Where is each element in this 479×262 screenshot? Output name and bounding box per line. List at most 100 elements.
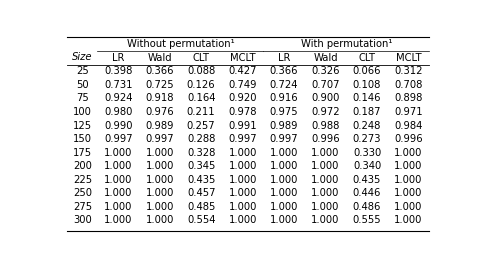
Text: 1.000: 1.000 bbox=[228, 188, 257, 198]
Text: 0.257: 0.257 bbox=[187, 121, 216, 130]
Text: 0.997: 0.997 bbox=[270, 134, 298, 144]
Text: 0.485: 0.485 bbox=[187, 202, 216, 212]
Text: 0.126: 0.126 bbox=[187, 80, 216, 90]
Text: 225: 225 bbox=[73, 175, 92, 185]
Text: 0.345: 0.345 bbox=[187, 161, 216, 171]
Text: 0.972: 0.972 bbox=[311, 107, 340, 117]
Text: 0.248: 0.248 bbox=[353, 121, 381, 130]
Text: 0.187: 0.187 bbox=[353, 107, 381, 117]
Text: 1.000: 1.000 bbox=[311, 202, 340, 212]
Text: 0.976: 0.976 bbox=[145, 107, 174, 117]
Text: Without permutation¹: Without permutation¹ bbox=[126, 39, 234, 48]
Text: 1.000: 1.000 bbox=[228, 215, 257, 225]
Text: 0.898: 0.898 bbox=[394, 94, 422, 103]
Text: 1.000: 1.000 bbox=[270, 148, 298, 158]
Text: 0.997: 0.997 bbox=[228, 134, 257, 144]
Text: 1.000: 1.000 bbox=[104, 188, 132, 198]
Text: 1.000: 1.000 bbox=[104, 175, 132, 185]
Text: MCLT: MCLT bbox=[230, 53, 255, 63]
Text: 0.990: 0.990 bbox=[104, 121, 133, 130]
Text: 0.088: 0.088 bbox=[187, 66, 215, 76]
Text: 100: 100 bbox=[73, 107, 92, 117]
Text: 0.991: 0.991 bbox=[228, 121, 257, 130]
Text: 1.000: 1.000 bbox=[270, 215, 298, 225]
Text: 0.146: 0.146 bbox=[353, 94, 381, 103]
Text: 0.996: 0.996 bbox=[394, 134, 423, 144]
Text: 1.000: 1.000 bbox=[104, 202, 132, 212]
Text: LR: LR bbox=[112, 53, 125, 63]
Text: 0.989: 0.989 bbox=[146, 121, 174, 130]
Text: 50: 50 bbox=[76, 80, 89, 90]
Text: 200: 200 bbox=[73, 161, 92, 171]
Text: 0.724: 0.724 bbox=[270, 80, 298, 90]
Text: 0.996: 0.996 bbox=[311, 134, 340, 144]
Text: 0.749: 0.749 bbox=[228, 80, 257, 90]
Text: 0.435: 0.435 bbox=[353, 175, 381, 185]
Text: Wald: Wald bbox=[148, 53, 172, 63]
Text: 1.000: 1.000 bbox=[146, 188, 174, 198]
Text: 175: 175 bbox=[73, 148, 92, 158]
Text: 1.000: 1.000 bbox=[394, 202, 422, 212]
Text: 1.000: 1.000 bbox=[394, 215, 422, 225]
Text: 0.486: 0.486 bbox=[353, 202, 381, 212]
Text: 0.900: 0.900 bbox=[311, 94, 340, 103]
Text: 0.975: 0.975 bbox=[270, 107, 298, 117]
Text: 0.997: 0.997 bbox=[145, 134, 174, 144]
Text: 0.288: 0.288 bbox=[187, 134, 216, 144]
Text: 1.000: 1.000 bbox=[146, 215, 174, 225]
Text: 125: 125 bbox=[73, 121, 92, 130]
Text: 0.435: 0.435 bbox=[187, 175, 216, 185]
Text: 1.000: 1.000 bbox=[146, 148, 174, 158]
Text: 1.000: 1.000 bbox=[228, 148, 257, 158]
Text: 0.164: 0.164 bbox=[187, 94, 216, 103]
Text: 1.000: 1.000 bbox=[311, 161, 340, 171]
Text: 1.000: 1.000 bbox=[270, 175, 298, 185]
Text: 0.725: 0.725 bbox=[145, 80, 174, 90]
Text: 275: 275 bbox=[73, 202, 92, 212]
Text: CLT: CLT bbox=[193, 53, 210, 63]
Text: 300: 300 bbox=[73, 215, 92, 225]
Text: 1.000: 1.000 bbox=[270, 188, 298, 198]
Text: CLT: CLT bbox=[359, 53, 376, 63]
Text: 1.000: 1.000 bbox=[311, 215, 340, 225]
Text: 1.000: 1.000 bbox=[146, 161, 174, 171]
Text: 0.366: 0.366 bbox=[270, 66, 298, 76]
Text: 0.554: 0.554 bbox=[187, 215, 216, 225]
Text: 0.989: 0.989 bbox=[270, 121, 298, 130]
Text: With permutation¹: With permutation¹ bbox=[301, 39, 392, 48]
Text: 0.978: 0.978 bbox=[228, 107, 257, 117]
Text: 0.731: 0.731 bbox=[104, 80, 133, 90]
Text: 1.000: 1.000 bbox=[311, 148, 340, 158]
Text: 0.984: 0.984 bbox=[394, 121, 422, 130]
Text: 0.366: 0.366 bbox=[146, 66, 174, 76]
Text: 75: 75 bbox=[76, 94, 89, 103]
Text: 0.398: 0.398 bbox=[104, 66, 132, 76]
Text: 0.971: 0.971 bbox=[394, 107, 423, 117]
Text: 0.997: 0.997 bbox=[104, 134, 133, 144]
Text: 0.328: 0.328 bbox=[187, 148, 216, 158]
Text: 0.457: 0.457 bbox=[187, 188, 216, 198]
Text: 0.273: 0.273 bbox=[353, 134, 381, 144]
Text: 0.555: 0.555 bbox=[353, 215, 381, 225]
Text: 1.000: 1.000 bbox=[394, 148, 422, 158]
Text: 0.312: 0.312 bbox=[394, 66, 423, 76]
Text: 0.916: 0.916 bbox=[270, 94, 298, 103]
Text: 0.446: 0.446 bbox=[353, 188, 381, 198]
Text: 1.000: 1.000 bbox=[104, 148, 132, 158]
Text: 0.108: 0.108 bbox=[353, 80, 381, 90]
Text: 1.000: 1.000 bbox=[394, 161, 422, 171]
Text: 150: 150 bbox=[73, 134, 92, 144]
Text: 1.000: 1.000 bbox=[311, 175, 340, 185]
Text: LR: LR bbox=[278, 53, 290, 63]
Text: 1.000: 1.000 bbox=[394, 175, 422, 185]
Text: 0.918: 0.918 bbox=[146, 94, 174, 103]
Text: 0.920: 0.920 bbox=[228, 94, 257, 103]
Text: 250: 250 bbox=[73, 188, 92, 198]
Text: 1.000: 1.000 bbox=[228, 175, 257, 185]
Text: Size: Size bbox=[72, 52, 92, 62]
Text: 25: 25 bbox=[76, 66, 89, 76]
Text: 1.000: 1.000 bbox=[104, 161, 132, 171]
Text: 1.000: 1.000 bbox=[270, 202, 298, 212]
Text: 1.000: 1.000 bbox=[146, 202, 174, 212]
Text: 1.000: 1.000 bbox=[270, 161, 298, 171]
